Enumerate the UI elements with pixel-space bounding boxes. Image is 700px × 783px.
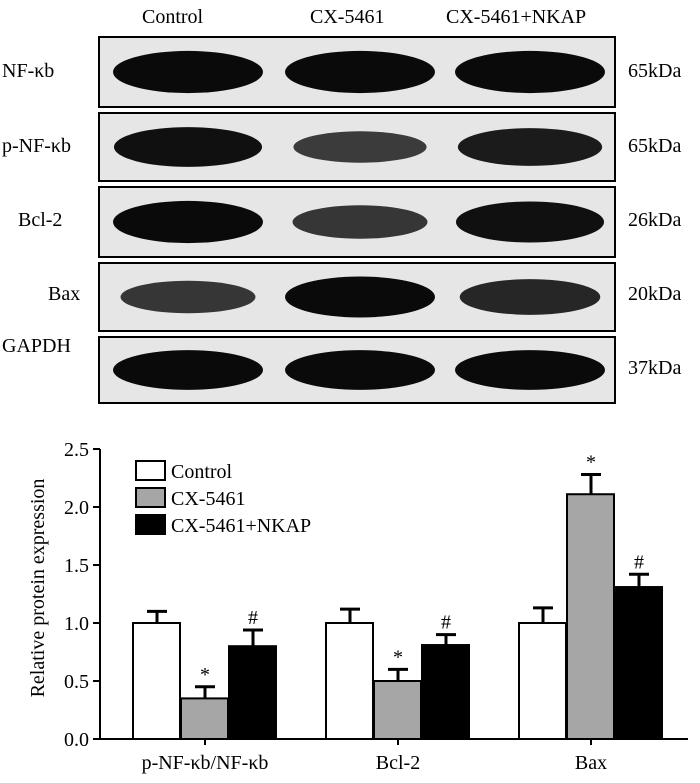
blot-mw-nfkb: 65kDa xyxy=(628,60,682,82)
legend-swatch xyxy=(135,487,166,508)
blot-panel-p-nfkb xyxy=(98,112,616,182)
legend-swatch xyxy=(135,514,166,535)
blot-band xyxy=(285,276,435,318)
significance-mark: # xyxy=(634,551,644,573)
bar-chart: Relative protein expression 0.0 0.5 1.0 1.5… xyxy=(27,439,688,774)
y-tick-label: 2.0 xyxy=(64,497,89,519)
blot-band xyxy=(292,205,428,239)
blot-band xyxy=(285,50,435,94)
blot-row-label-p-nfkb: p-NF-κb xyxy=(2,135,71,157)
blot-band xyxy=(113,50,263,94)
blot-band xyxy=(285,350,435,390)
significance-mark: # xyxy=(441,612,451,634)
y-tick-label: 0.5 xyxy=(64,671,89,693)
y-tick-label: 2.5 xyxy=(64,439,89,461)
legend-label: CX-5461+NKAP xyxy=(171,515,311,537)
blot-panel-bax xyxy=(98,262,616,332)
blot-band xyxy=(455,201,605,243)
bar xyxy=(566,493,615,740)
legend-swatch xyxy=(135,460,166,481)
blot-band xyxy=(455,350,605,390)
blot-mw-p-nfkb: 65kDa xyxy=(628,135,682,157)
lane-label-control: Control xyxy=(142,6,204,28)
blot-panel-bcl2 xyxy=(98,186,616,258)
blot-panel-nfkb xyxy=(98,36,616,108)
y-tick-label: 1.0 xyxy=(64,613,89,635)
significance-mark: * xyxy=(393,646,403,668)
significance-mark: * xyxy=(200,664,210,686)
bar xyxy=(421,644,470,740)
legend-label: Control xyxy=(171,461,233,483)
bar xyxy=(228,645,277,740)
blot-row-label-bcl2: Bcl-2 xyxy=(18,209,63,231)
y-tick-label: 1.5 xyxy=(64,555,89,577)
blot-band xyxy=(120,280,256,314)
blot-row-label-nfkb: NF-κb xyxy=(2,60,55,82)
blot-row-label-gapdh: GAPDH xyxy=(2,335,71,357)
lane-label-cx5461-nkap: CX-5461+NKAP xyxy=(446,6,587,28)
blot-mw-gapdh: 37kDa xyxy=(628,357,682,379)
bar xyxy=(180,697,229,740)
x-tick-label: Bcl-2 xyxy=(376,752,420,774)
legend-label: CX-5461 xyxy=(171,488,245,510)
blot-band xyxy=(459,279,601,315)
blot-band xyxy=(113,200,263,244)
x-tick-label: p-NF-κb/NF-κb xyxy=(142,752,269,774)
bar xyxy=(518,622,567,740)
significance-mark: # xyxy=(248,607,258,629)
blot-panel-gapdh xyxy=(98,336,616,404)
bar xyxy=(614,586,663,740)
bar xyxy=(373,680,422,740)
blot-band xyxy=(293,131,427,163)
blot-band xyxy=(457,128,603,166)
bar xyxy=(325,622,374,740)
y-axis-label: Relative protein expression xyxy=(27,479,49,698)
x-tick-label: Bax xyxy=(575,752,607,774)
blot-mw-bax: 20kDa xyxy=(628,283,682,305)
blot-band xyxy=(113,350,263,390)
bar xyxy=(132,622,181,740)
y-tick-label: 0.0 xyxy=(64,729,89,751)
significance-mark: * xyxy=(586,452,596,474)
blot-band xyxy=(455,50,605,94)
lane-label-cx5461: CX-5461 xyxy=(310,6,385,28)
blot-mw-bcl2: 26kDa xyxy=(628,209,682,231)
blot-band xyxy=(113,127,263,167)
blot-row-label-bax: Bax xyxy=(48,283,81,305)
